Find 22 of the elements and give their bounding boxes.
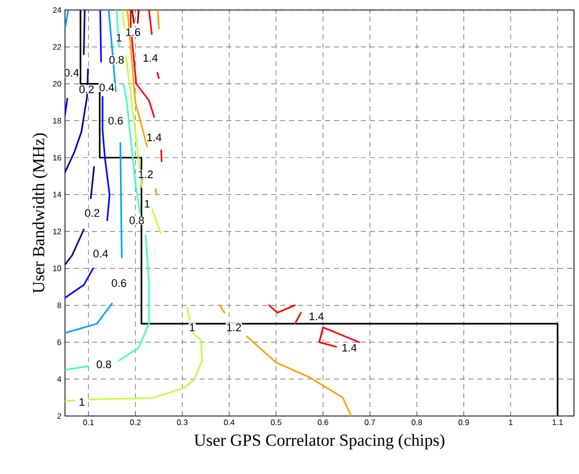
y-axis-title: User Bandwidth (MHz) [32, 133, 48, 294]
annotation: 1.4 [310, 312, 324, 320]
annotation: 0.2 [79, 85, 94, 94]
annotation: 1 [80, 398, 84, 406]
annotation: 0.8 [109, 56, 124, 64]
annotation: 0.4 [93, 250, 108, 258]
x-axis-title: User GPS Correlator Spacing (chips) [194, 434, 444, 450]
annotation: 1 [190, 324, 195, 332]
annotation: 1 [144, 200, 150, 208]
annotation: 1.4 [147, 134, 162, 142]
annotation: 1.4 [144, 54, 158, 62]
annotation: 0.6 [108, 116, 123, 125]
annotation: 0.8 [96, 360, 112, 368]
annotation: 1.2 [138, 170, 153, 178]
annotation: 0.2 [85, 209, 100, 217]
annotation: 0.4 [100, 84, 114, 92]
annotation: 1.2 [227, 324, 241, 332]
annotation: 0.8 [130, 216, 144, 224]
annotation: 1 [116, 34, 122, 42]
annotation: 1.6 [126, 28, 140, 36]
annotation: 1.4 [342, 344, 357, 352]
annotation: 0.6 [112, 279, 126, 288]
